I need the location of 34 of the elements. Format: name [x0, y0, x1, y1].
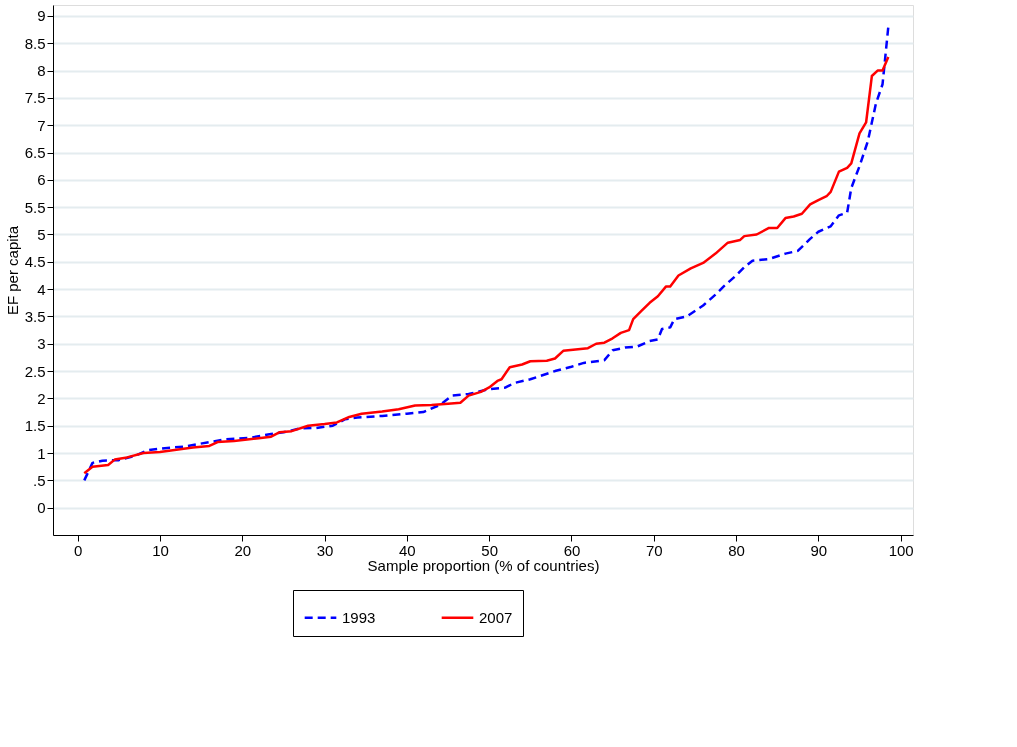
- y-tick-label: 1: [37, 444, 46, 462]
- y-tick-label: 2: [37, 389, 46, 407]
- x-axis-title: Sample proportion (% of countries): [367, 556, 600, 574]
- y-tick-label: 9: [37, 7, 46, 25]
- y-tick-label: 7: [37, 116, 46, 134]
- x-tick-label: 10: [152, 541, 169, 559]
- x-tick-label: 80: [728, 541, 745, 559]
- y-tick-label: 3.5: [24, 307, 46, 325]
- x-tick-label: 60: [563, 541, 581, 559]
- x-tick-label: 100: [888, 541, 914, 559]
- y-tick-label: 4.5: [24, 253, 46, 271]
- legend-label: 2007: [479, 608, 513, 626]
- y-tick-label: 6: [37, 171, 46, 189]
- x-tick-label: 20: [234, 541, 252, 559]
- x-tick-label: 30: [316, 541, 334, 559]
- legend-label: 1993: [342, 608, 376, 626]
- y-tick-label: 8: [37, 62, 46, 80]
- y-tick-label: 6.5: [24, 144, 46, 162]
- x-tick-label: 90: [810, 541, 828, 559]
- x-tick-label: 70: [645, 541, 663, 559]
- x-tick-label: 50: [481, 541, 499, 559]
- y-tick-label: 3: [37, 335, 46, 353]
- x-tick-label: 40: [399, 541, 416, 559]
- y-axis-title: EF per capita: [3, 225, 21, 316]
- y-tick-label: 0: [37, 499, 46, 517]
- y-tick-label: 4: [37, 280, 46, 298]
- y-tick-label: 1.5: [24, 417, 46, 435]
- y-tick-label: 7.5: [24, 89, 46, 107]
- y-tick-label: .5: [32, 471, 46, 489]
- y-tick-label: 5.5: [24, 198, 46, 216]
- x-tick-label: 0: [74, 541, 83, 559]
- y-tick-label: 8.5: [24, 34, 46, 52]
- y-tick-label: 2.5: [24, 362, 46, 380]
- y-tick-label: 5: [37, 225, 46, 243]
